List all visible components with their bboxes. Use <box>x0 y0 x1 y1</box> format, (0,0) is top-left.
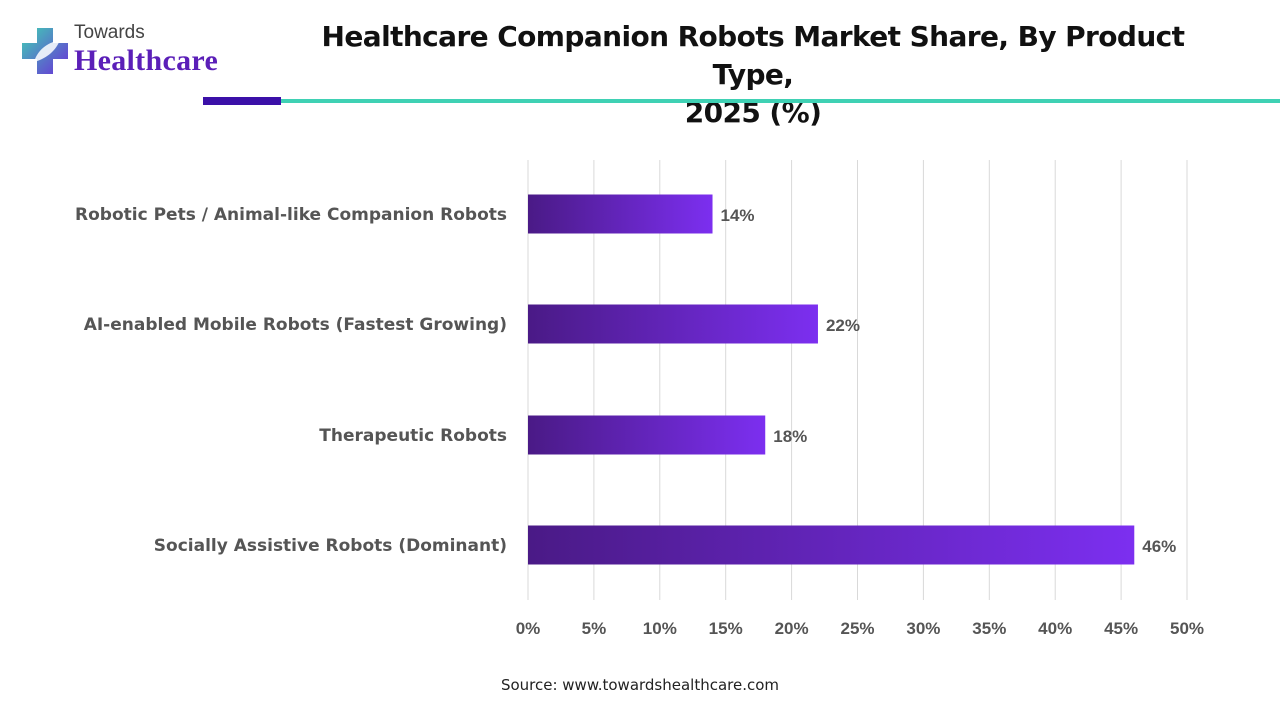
data-label: 14% <box>721 206 755 225</box>
bars <box>528 194 1135 565</box>
chart-title-line-1: Healthcare Companion Robots Market Share… <box>321 20 1186 91</box>
logo-top-text: Towards <box>74 22 145 43</box>
labels: 0% 5% 10% 15% 20% 25% 30% 35% 40% 45% 50% Robotic P… <box>75 205 1204 638</box>
medical-cross-leaf-icon <box>22 28 68 74</box>
brand-logo: Towards Healthcare <box>20 22 240 82</box>
x-tick-label: 40% <box>1038 619 1072 638</box>
bar <box>528 525 1135 565</box>
data-label: 46% <box>1142 537 1176 556</box>
chart-title: Healthcare Companion Robots Market Share… <box>280 18 1226 132</box>
category-label: Socially Assistive Robots (Dominant) <box>154 536 507 556</box>
x-tick-label: 15% <box>709 619 743 638</box>
x-tick-label: 50% <box>1170 619 1204 638</box>
category-label: Therapeutic Robots <box>319 426 507 446</box>
x-tick-label: 0% <box>516 619 541 638</box>
x-tick-label: 20% <box>775 619 809 638</box>
data-label: 22% <box>826 316 860 335</box>
x-tick-label: 5% <box>582 619 607 638</box>
bar <box>528 415 766 455</box>
logo-main-text: Healthcare <box>74 44 219 77</box>
x-tick-label: 25% <box>840 619 874 638</box>
bar <box>528 304 818 344</box>
header-rule-accent <box>203 97 281 105</box>
x-tick-label: 30% <box>906 619 940 638</box>
category-label: Robotic Pets / Animal-like Companion Rob… <box>75 205 507 225</box>
bar <box>528 194 713 234</box>
data-label: 18% <box>773 427 807 446</box>
source-note: Source: www.towardshealthcare.com <box>500 676 780 694</box>
header-rule <box>281 99 1280 103</box>
x-tick-label: 45% <box>1104 619 1138 638</box>
x-tick-label: 10% <box>643 619 677 638</box>
x-tick-label: 35% <box>972 619 1006 638</box>
category-label: AI-enabled Mobile Robots (Fastest Growin… <box>84 315 507 335</box>
